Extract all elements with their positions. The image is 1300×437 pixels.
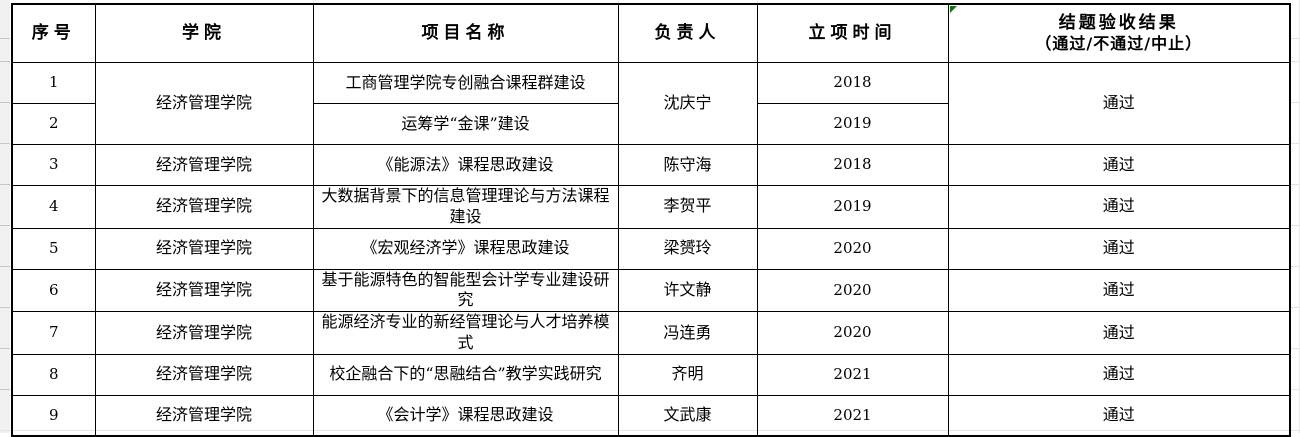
cell-year[interactable]: 2020 [756,268,949,313]
cell-leader[interactable]: 沈庆宁 [617,62,758,145]
table-row: 1 经济管理学院 工商管理学院专创融合课程群建设 沈庆宁 2018 通过 [11,62,1291,145]
cell-year[interactable]: 2019 [756,103,949,145]
cell-leader[interactable]: 文武康 [617,394,758,437]
cell-year[interactable]: 2020 [756,227,949,270]
table-row: 4 经济管理学院 大数据背景下的信息管理理论与方法课程建设 李贺平 2019 通… [11,185,1291,229]
cell-result[interactable]: 通过 [947,311,1291,355]
cell-result[interactable]: 通过 [947,227,1291,270]
error-indicator-icon [949,6,957,13]
cell-no[interactable]: 7 [11,311,96,355]
row-header-gutter [0,0,10,433]
cell-leader[interactable]: 许文静 [617,268,758,313]
table-row: 6 经济管理学院 基于能源特色的智能型会计学专业建设研究 许文静 2020 通过 [11,268,1291,313]
cell-leader[interactable]: 李贺平 [617,185,758,229]
table-row: 5 经济管理学院 《宏观经济学》课程思政建设 梁赟玲 2020 通过 [11,227,1291,270]
cell-leader[interactable]: 齐明 [617,353,758,396]
cell-no[interactable]: 9 [11,394,96,437]
col-header-result-title: 结题验收结果 [1058,13,1179,34]
cell-result[interactable]: 通过 [947,62,1291,145]
cell-college[interactable]: 经济管理学院 [94,227,314,270]
col-header-no[interactable]: 序号 [11,3,96,63]
cell-college[interactable]: 经济管理学院 [94,268,314,313]
cell-result[interactable]: 通过 [947,394,1291,437]
table-row: 9 经济管理学院 《会计学》课程思政建设 文武康 2021 通过 [11,394,1291,437]
col-header-project[interactable]: 项目名称 [312,3,619,63]
cell-project[interactable]: 工商管理学院专创融合课程群建设 [312,62,619,104]
cell-college[interactable]: 经济管理学院 [94,353,314,396]
cell-leader[interactable]: 冯连勇 [617,311,758,355]
cell-no[interactable]: 5 [11,227,96,270]
cell-college[interactable]: 经济管理学院 [94,185,314,229]
cell-college[interactable]: 经济管理学院 [94,144,314,186]
cell-project[interactable]: 大数据背景下的信息管理理论与方法课程建设 [312,185,619,229]
cell-college[interactable]: 经济管理学院 [94,311,314,355]
cell-no[interactable]: 2 [11,103,96,145]
cell-no[interactable]: 3 [11,144,96,186]
table-row: 3 经济管理学院 《能源法》课程思政建设 陈守海 2018 通过 [11,144,1291,186]
cell-year[interactable]: 2020 [756,311,949,355]
grid-margin-right [1291,0,1300,433]
cell-leader[interactable]: 梁赟玲 [617,227,758,270]
cell-college[interactable]: 经济管理学院 [94,394,314,437]
col-header-leader[interactable]: 负责人 [617,3,758,63]
project-results-table: 序号 学院 项目名称 负责人 立项时间 结题验收结果 （通过/不通过/中止） 1… [11,3,1291,437]
col-header-result-subtitle: （通过/不通过/中止） [1035,34,1203,54]
cell-project[interactable]: 能源经济专业的新经管理论与人才培养模式 [312,311,619,355]
cell-result[interactable]: 通过 [947,144,1291,186]
cell-leader[interactable]: 陈守海 [617,144,758,186]
cell-result[interactable]: 通过 [947,353,1291,396]
col-header-college[interactable]: 学院 [94,3,314,63]
table-row: 7 经济管理学院 能源经济专业的新经管理论与人才培养模式 冯连勇 2020 通过 [11,311,1291,355]
cell-project[interactable]: 校企融合下的“思融结合”教学实践研究 [312,353,619,396]
col-header-year[interactable]: 立项时间 [756,3,949,63]
cell-no[interactable]: 1 [11,62,96,104]
col-header-result[interactable]: 结题验收结果 （通过/不通过/中止） [947,3,1291,63]
cell-result[interactable]: 通过 [947,268,1291,313]
table-row: 2 运筹学“金课”建设 2019 [11,103,1290,145]
cell-year[interactable]: 2018 [756,144,949,186]
cell-project[interactable]: 《会计学》课程思政建设 [312,394,619,437]
cell-year[interactable]: 2019 [756,185,949,229]
cell-project[interactable]: 运筹学“金课”建设 [312,103,619,145]
cell-project[interactable]: 《能源法》课程思政建设 [312,144,619,186]
cell-project[interactable]: 基于能源特色的智能型会计学专业建设研究 [312,268,619,313]
cell-no[interactable]: 4 [11,185,96,229]
header-row: 序号 学院 项目名称 负责人 立项时间 结题验收结果 （通过/不通过/中止） [11,3,1291,63]
cell-year[interactable]: 2021 [756,394,949,437]
cell-no[interactable]: 6 [11,268,96,313]
cell-no[interactable]: 8 [11,353,96,396]
cell-year[interactable]: 2018 [756,62,949,104]
table-row: 8 经济管理学院 校企融合下的“思融结合”教学实践研究 齐明 2021 通过 [11,353,1291,396]
cell-result[interactable]: 通过 [947,185,1291,229]
cell-year[interactable]: 2021 [756,353,949,396]
cell-college[interactable]: 经济管理学院 [94,62,314,145]
cell-project[interactable]: 《宏观经济学》课程思政建设 [312,227,619,270]
